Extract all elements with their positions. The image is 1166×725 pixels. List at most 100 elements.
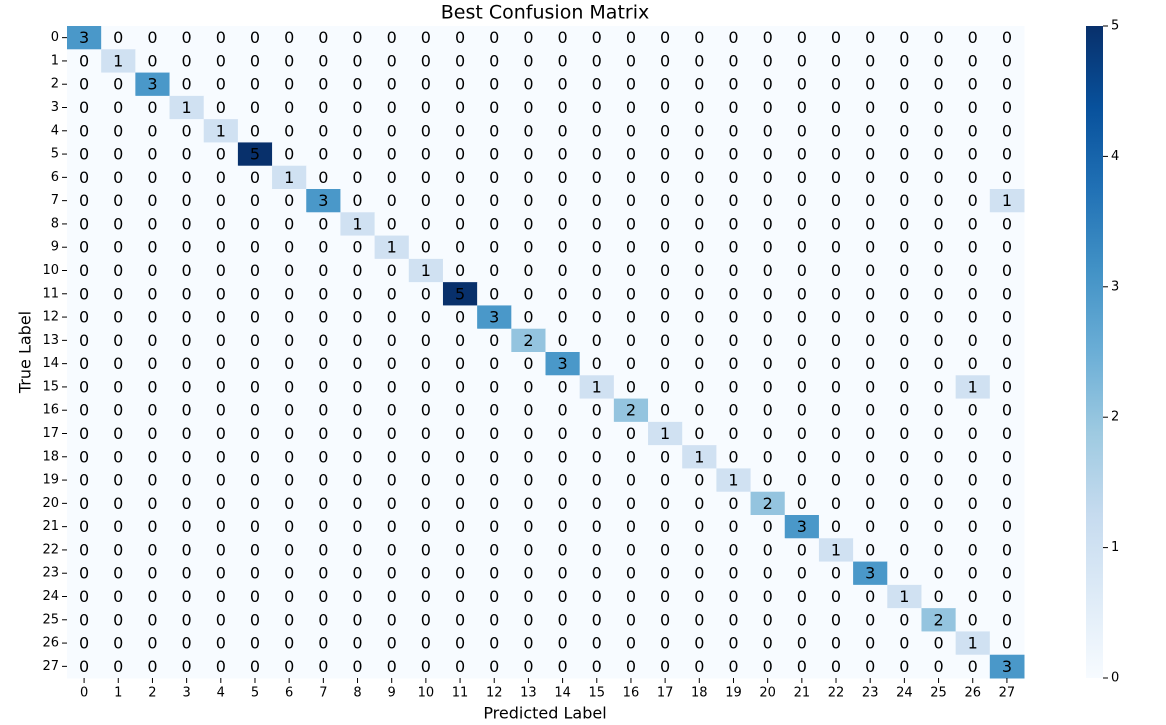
cell-label: 0 (1002, 401, 1012, 420)
cell (921, 95, 957, 120)
cell (203, 631, 239, 656)
cell (989, 165, 1025, 190)
cell (955, 538, 991, 563)
cell (853, 584, 888, 609)
cell (887, 375, 922, 400)
cell (135, 421, 171, 446)
cell (272, 631, 307, 656)
cell-label: 0 (1002, 168, 1012, 187)
cell (853, 189, 888, 213)
cell (921, 398, 957, 423)
cell (955, 212, 991, 237)
cell-label: 0 (318, 471, 328, 490)
cell-label: 0 (865, 424, 875, 443)
cell (340, 584, 376, 609)
cell (237, 468, 273, 493)
cell-label: 0 (523, 354, 533, 373)
cell (169, 235, 205, 260)
cell-label: 0 (455, 610, 465, 629)
cell-label: 0 (592, 168, 602, 187)
cell (67, 72, 102, 97)
cell-label: 0 (113, 517, 123, 536)
cell-label: 0 (728, 284, 738, 303)
cell-label: 0 (318, 28, 328, 47)
cell (477, 305, 512, 330)
cell-label: 0 (831, 424, 841, 443)
cell-label: 0 (797, 191, 807, 210)
cell-label: 0 (182, 51, 192, 70)
cell (921, 608, 957, 632)
cell (545, 235, 581, 260)
cell-label: 0 (557, 424, 567, 443)
cell-label: 0 (933, 214, 943, 233)
cell-label: 0 (455, 238, 465, 257)
cell-label: 0 (694, 494, 704, 513)
cell-label: 0 (968, 354, 978, 373)
cell-label: 0 (489, 424, 499, 443)
cell (511, 561, 546, 586)
cell-label: 0 (557, 471, 567, 490)
cell-label: 0 (899, 494, 909, 513)
cell (306, 258, 341, 283)
cell-label: 5 (455, 284, 465, 303)
cell (477, 189, 512, 213)
cell (818, 212, 854, 237)
cell-label: 0 (216, 145, 226, 164)
cell (306, 468, 341, 493)
cell (477, 142, 512, 167)
cell-label: 0 (523, 284, 533, 303)
cell-label: 0 (250, 214, 260, 233)
cell-label: 0 (968, 564, 978, 583)
x-tick-label: 22 (828, 686, 845, 701)
cell-label: 0 (865, 540, 875, 559)
cell-label: 0 (113, 214, 123, 233)
cell-label: 0 (694, 331, 704, 350)
cell-label: 0 (352, 494, 362, 513)
cell (955, 72, 991, 97)
cell (921, 421, 957, 446)
cell (955, 631, 991, 656)
cell (442, 72, 478, 97)
colorbar-tick-label: 3 (1111, 279, 1119, 294)
cell-label: 0 (182, 168, 192, 187)
cell (511, 608, 546, 632)
cell (477, 26, 512, 50)
cell (340, 631, 376, 656)
colorbar-tick-label: 2 (1111, 410, 1119, 425)
cell (853, 95, 888, 120)
cell (169, 631, 205, 656)
cell-label: 1 (182, 98, 192, 117)
cell (67, 631, 102, 656)
cell-label: 0 (763, 517, 773, 536)
cell (545, 538, 581, 563)
cell-label: 0 (899, 168, 909, 187)
cell (135, 584, 171, 609)
cell (989, 352, 1025, 376)
cell (101, 142, 136, 167)
cell-label: 0 (865, 121, 875, 140)
cell (511, 26, 546, 50)
y-tick-label: 6 (51, 170, 59, 185)
cell-label: 0 (147, 401, 157, 420)
cell-label: 0 (831, 401, 841, 420)
cell-label: 1 (1002, 191, 1012, 210)
cell-label: 0 (284, 517, 294, 536)
cell-label: 0 (1002, 540, 1012, 559)
cell (340, 26, 376, 50)
cell (374, 584, 410, 609)
cell (237, 72, 273, 97)
cell (989, 561, 1025, 586)
cell (682, 421, 717, 446)
cell-label: 0 (763, 51, 773, 70)
cell-label: 0 (728, 657, 738, 676)
cell (648, 515, 683, 539)
cell (853, 72, 888, 97)
cell-label: 0 (182, 517, 192, 536)
cell (237, 235, 273, 260)
cell (477, 491, 512, 516)
cell-label: 0 (250, 610, 260, 629)
cell (989, 119, 1025, 143)
cell (374, 398, 410, 423)
cell (272, 165, 307, 190)
cell (203, 561, 239, 586)
